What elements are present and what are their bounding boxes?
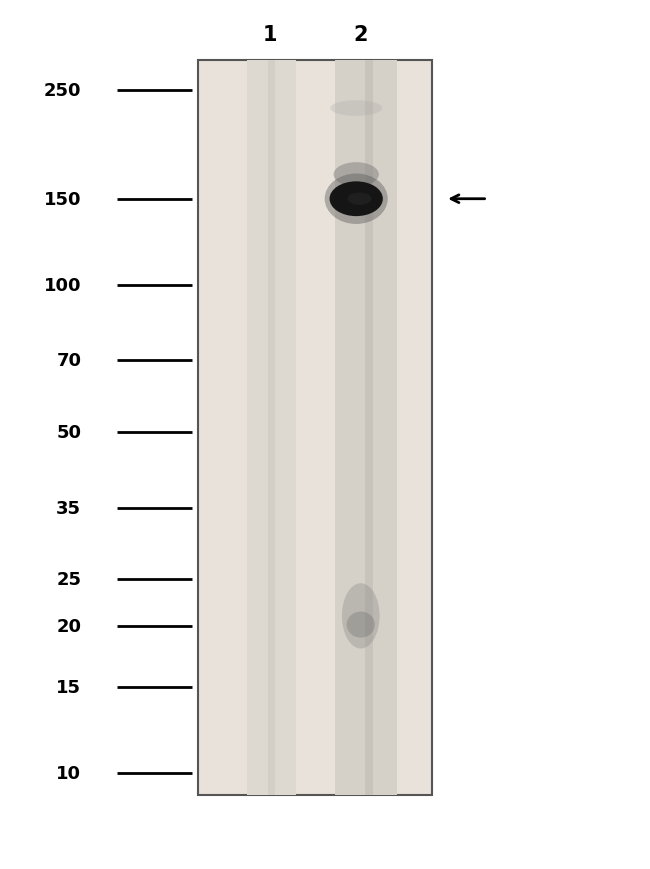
Ellipse shape [330, 101, 382, 116]
Text: 25: 25 [57, 570, 81, 588]
Bar [335, 61, 396, 795]
Ellipse shape [346, 612, 375, 638]
Text: 15: 15 [57, 679, 81, 696]
Text: 10: 10 [57, 765, 81, 782]
Ellipse shape [330, 182, 383, 217]
Text: 1: 1 [263, 25, 277, 44]
Text: 100: 100 [44, 276, 81, 295]
Text: 2: 2 [354, 25, 368, 44]
Text: 150: 150 [44, 190, 81, 209]
Bar [198, 61, 432, 795]
Bar [268, 61, 275, 795]
Bar [365, 61, 373, 795]
Ellipse shape [333, 163, 379, 188]
Ellipse shape [348, 194, 371, 206]
Text: 250: 250 [44, 83, 81, 100]
Ellipse shape [325, 175, 387, 225]
Text: 35: 35 [57, 499, 81, 517]
Text: 20: 20 [57, 618, 81, 635]
Text: 50: 50 [57, 423, 81, 441]
Bar [247, 61, 296, 795]
Ellipse shape [342, 584, 380, 649]
Text: 70: 70 [57, 352, 81, 370]
